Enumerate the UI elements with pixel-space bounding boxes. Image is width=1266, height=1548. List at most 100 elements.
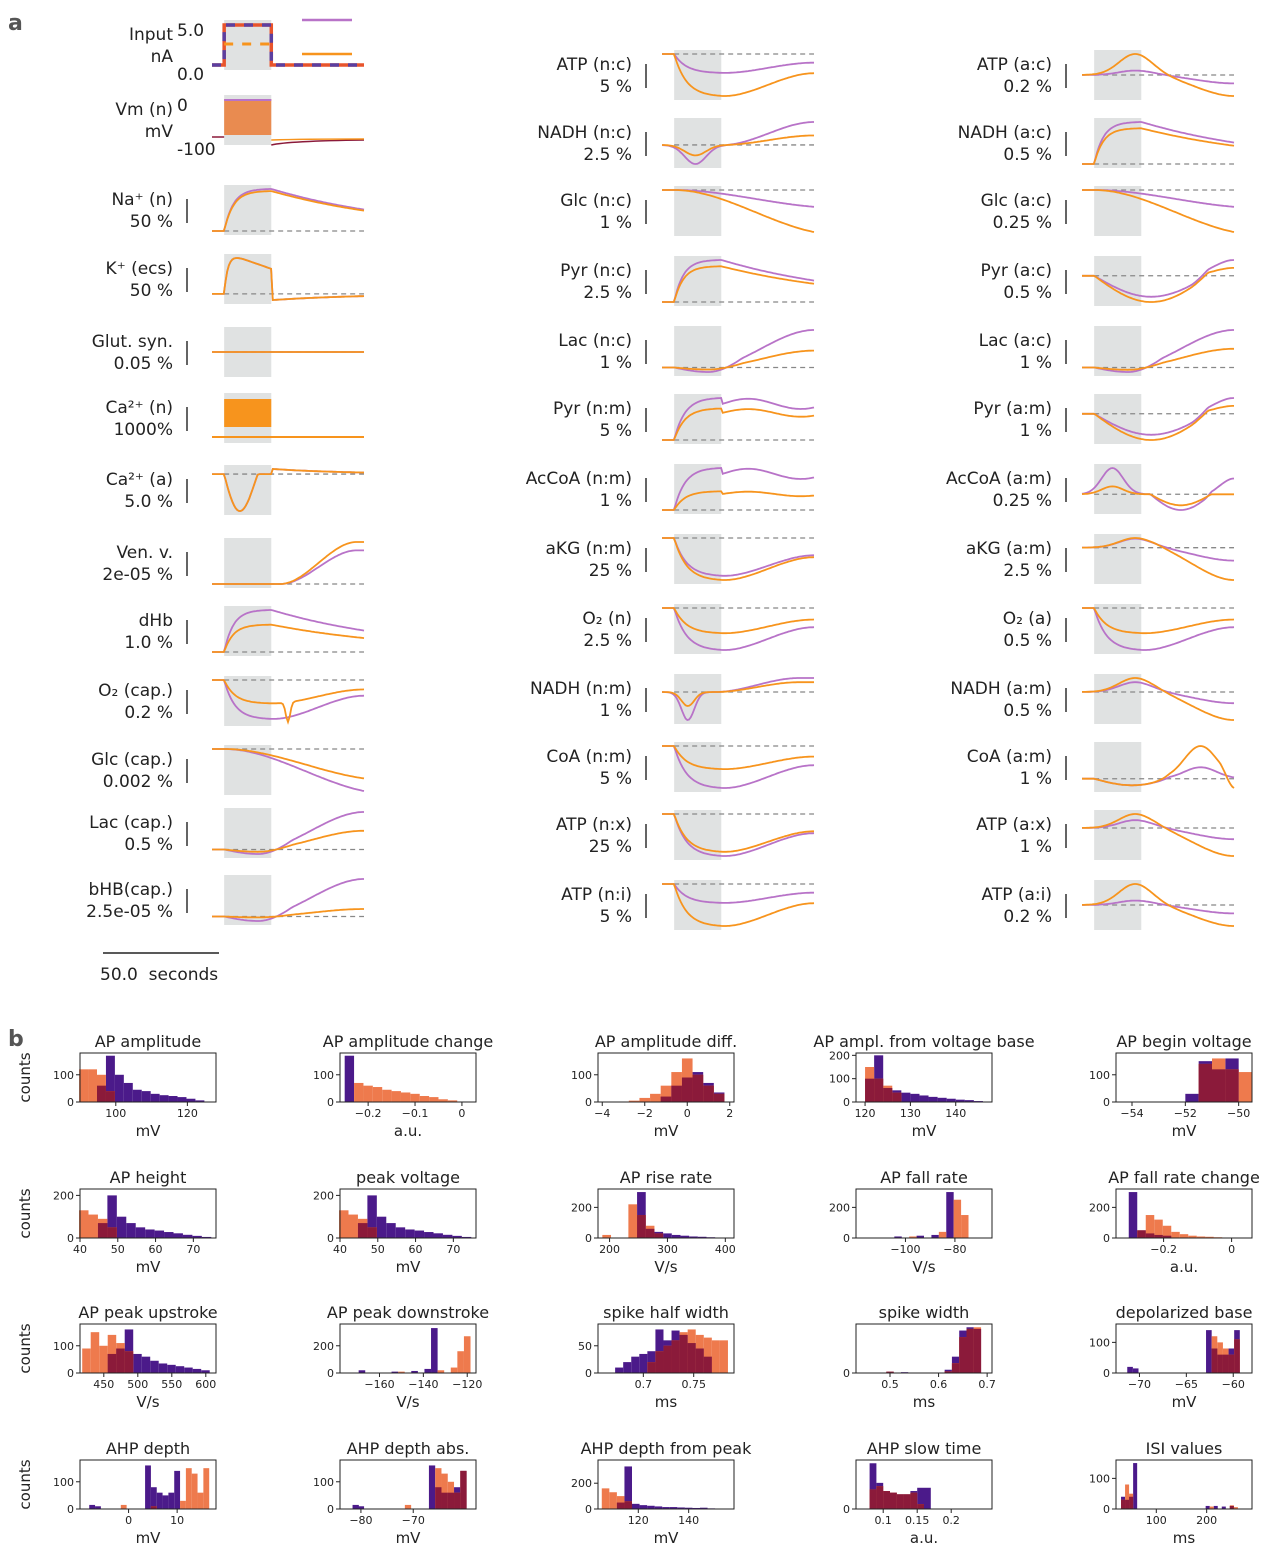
trace-pyr-n-c: Pyr (n:c)2.5 %	[560, 256, 815, 306]
trace-scale: nA	[151, 47, 174, 67]
trace-pyr-a-m: Pyr (a:m)1 %	[973, 394, 1235, 444]
ytick-label: 0	[67, 1367, 74, 1380]
trace-glut-syn: Glut. syn.0.05 %	[92, 327, 364, 377]
trace-scale: 5.0 %	[124, 492, 173, 512]
trace-label: ATP (a:i)	[982, 885, 1052, 905]
trace-scale: 2.5 %	[583, 145, 632, 165]
xtick-label: −0.1	[402, 1107, 429, 1120]
xtick-label: 200	[599, 1243, 620, 1256]
hist-frame	[79, 1459, 217, 1510]
xtick-label: 140	[678, 1514, 699, 1527]
bar-young	[376, 1216, 387, 1238]
trace-scale: 0.5 %	[1003, 701, 1052, 721]
ytick-label: 0	[585, 1232, 592, 1245]
hist-title: AP height	[110, 1168, 187, 1187]
bar-old	[180, 1500, 186, 1509]
hist-title: AHP slow time	[867, 1439, 982, 1458]
hist-xlabel: mV	[396, 1258, 422, 1276]
line-old	[1082, 347, 1234, 371]
hist-title: AP rise rate	[620, 1168, 712, 1187]
trace-ca-n: Ca²⁺ (n)1000%	[105, 393, 364, 443]
hist-ap-peak-upstroke: AP peak upstroke 450 500 550 600 0 100 V/s count…	[16, 1303, 218, 1411]
line-young	[662, 537, 814, 577]
bar-young	[1205, 1505, 1210, 1509]
hist-ap-begin-voltage: AP begin voltage −54 −52 −50 0 100 mV	[1089, 1032, 1253, 1140]
bar-young	[452, 1235, 462, 1238]
bar-overlap	[1217, 1354, 1223, 1373]
xtick-label: −80	[349, 1514, 372, 1527]
bar-overlap	[1234, 1339, 1240, 1373]
hist-peak-voltage: peak voltage 40 50 60 70 0 200 mV	[313, 1168, 477, 1276]
ytick-label: 0	[843, 1232, 850, 1245]
bar-old	[1162, 1225, 1172, 1238]
xtick-label: 100	[1146, 1514, 1167, 1527]
trace-ven-v: Ven. v.2e-05 %	[102, 538, 364, 588]
bar-old	[660, 1085, 672, 1102]
bar-overlap	[1229, 1505, 1234, 1509]
trace-scale: 5 %	[600, 907, 632, 927]
hist-xlabel: a.u.	[394, 1122, 422, 1140]
ytick-label: 100	[571, 1069, 592, 1082]
bar-overlap	[703, 1356, 712, 1373]
xtick-label: 50	[111, 1243, 125, 1256]
bar-young	[405, 1229, 415, 1238]
bar-young	[1213, 1505, 1218, 1509]
trace-scale: 2.5 %	[583, 631, 632, 651]
hist-xlabel: a.u.	[1170, 1258, 1198, 1276]
trace-scale: 2e-05 %	[102, 565, 173, 585]
bar-old	[961, 1215, 969, 1238]
bar-young	[174, 1470, 181, 1509]
trace-scale: 0.2 %	[1003, 907, 1052, 927]
bar-old	[650, 1093, 661, 1102]
line-old	[1082, 189, 1235, 233]
line-young	[1082, 121, 1235, 165]
xtick-label: 120	[177, 1107, 198, 1120]
xtick-label: 40	[73, 1243, 87, 1256]
trace-atp-n-i: ATP (n:i)5 %	[561, 880, 815, 930]
bar-young	[177, 1097, 187, 1102]
ytick-bottom: -100	[177, 140, 216, 160]
hist-frame	[1115, 1323, 1253, 1374]
bar-overlap	[660, 1096, 672, 1102]
bar-young	[162, 1495, 169, 1509]
scalebar-label: 50.0 seconds	[100, 965, 218, 985]
xtick-label: 60	[149, 1243, 163, 1256]
trace-label: ATP (n:c)	[557, 55, 632, 75]
stimulus-window	[674, 186, 722, 236]
bar-old	[601, 1488, 610, 1509]
hist-title: AP amplitude change	[323, 1032, 494, 1051]
bar-young	[167, 1364, 176, 1373]
ytick-label: 200	[829, 1201, 850, 1214]
ytick-label: 200	[571, 1201, 592, 1214]
trace-glc-a-c: Glc (a:c)0.25 %	[981, 186, 1235, 236]
line-old	[662, 53, 815, 97]
bar-young	[869, 1463, 877, 1509]
bar-overlap	[896, 1494, 904, 1509]
xtick-label: −140	[408, 1378, 438, 1391]
bar-old	[88, 1069, 97, 1102]
hist-ap-height: AP height 40 50 60 70 0 200 mV counts	[16, 1168, 217, 1276]
xtick-label: 500	[127, 1378, 148, 1391]
ytick-top: 5.0	[177, 21, 204, 41]
bar-overlap	[663, 1345, 672, 1373]
bar-young	[182, 1234, 193, 1238]
line-young	[1081, 819, 1234, 841]
stimulus-window	[224, 465, 272, 515]
bar-old	[703, 1337, 712, 1373]
trace-nadh-n-c: NADH (n:c)2.5 %	[537, 118, 814, 168]
bar-old	[382, 1089, 392, 1102]
line-old	[1082, 405, 1234, 441]
ytick-label: 0	[585, 1503, 592, 1516]
ytick-label: 0	[585, 1096, 592, 1109]
bar-young	[910, 1093, 920, 1102]
stimulus-window	[674, 810, 722, 860]
ytick-label: 0	[67, 1503, 74, 1516]
hist-title: AHP depth abs.	[347, 1439, 470, 1458]
bar-young	[352, 1504, 359, 1509]
hist-title: AP fall rate	[880, 1168, 968, 1187]
xtick-label: 70	[186, 1243, 200, 1256]
bar-overlap	[441, 1492, 448, 1509]
hist-xlabel: mV	[1172, 1393, 1198, 1411]
hist-xlabel: mV	[654, 1122, 680, 1140]
trace-label: AcCoA (n:m)	[526, 469, 632, 489]
